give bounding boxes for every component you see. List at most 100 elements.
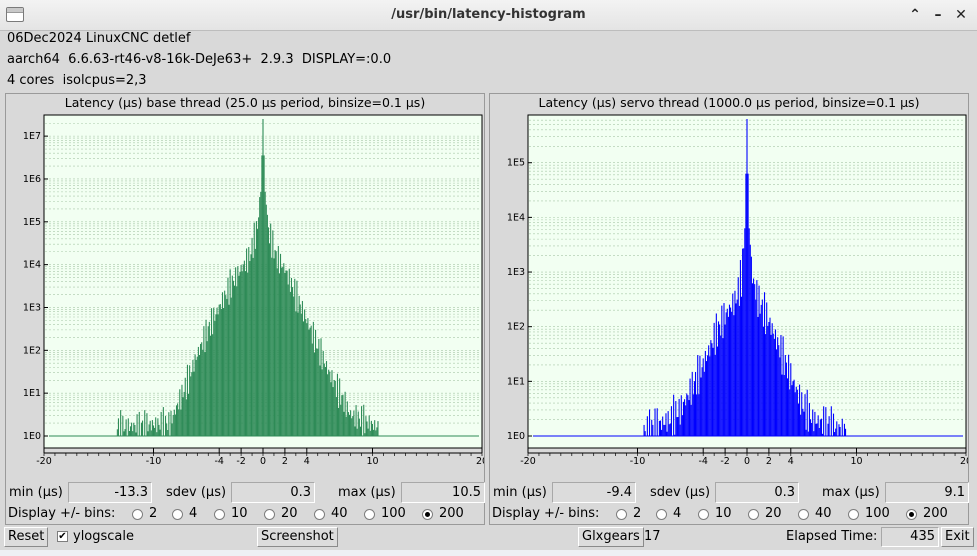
- radio-dot[interactable]: [748, 509, 759, 520]
- radio-label: 10: [715, 506, 732, 521]
- radio-dot-selected[interactable]: [422, 509, 433, 520]
- y-tick-label: 1E4: [23, 260, 41, 271]
- x-tick-label: 2: [282, 456, 288, 467]
- histogram-bar: [373, 429, 375, 436]
- histogram-bar: [144, 410, 146, 436]
- histogram-bar: [717, 321, 720, 436]
- histogram-bar: [809, 419, 812, 436]
- radio-dot[interactable]: [848, 509, 859, 520]
- histogram-bar: [755, 299, 757, 436]
- chevron-up-icon[interactable]: ⌃: [909, 7, 921, 23]
- close-icon[interactable]: ✕: [955, 7, 967, 23]
- histogram-bar: [783, 375, 785, 436]
- x-tick-label: -20: [520, 456, 536, 467]
- histogram-bar: [358, 418, 360, 436]
- glxgears-button[interactable]: Glxgears: [578, 527, 644, 547]
- histogram-bar: [723, 303, 725, 436]
- histogram-bar: [792, 381, 794, 436]
- histogram-bar: [294, 278, 296, 436]
- radio-dot-selected[interactable]: [906, 509, 917, 520]
- min-label: min (µs): [493, 485, 547, 500]
- histogram-bar: [204, 352, 206, 436]
- minimize-icon[interactable]: –: [934, 7, 942, 23]
- y-tick-label: 1E6: [23, 174, 41, 185]
- histogram-bar: [313, 352, 316, 436]
- radio-dot[interactable]: [214, 509, 225, 520]
- histogram-bar: [754, 284, 756, 436]
- histogram-bar: [688, 400, 690, 436]
- histogram-bar: [678, 398, 680, 436]
- histogram-bar: [261, 155, 263, 436]
- y-tick-label: 1E0: [23, 431, 41, 442]
- histogram-bar: [283, 263, 285, 436]
- histogram-bar: [656, 408, 658, 436]
- histogram-bar: [157, 418, 159, 436]
- radio-dot[interactable]: [132, 509, 143, 520]
- radio-dot[interactable]: [656, 509, 667, 520]
- histogram-bar: [375, 430, 377, 436]
- radio-dot[interactable]: [616, 509, 627, 520]
- histogram-bar: [702, 358, 704, 436]
- histogram-bar: [156, 432, 158, 436]
- radio-dot[interactable]: [798, 509, 809, 520]
- ylogscale-checkbox[interactable]: ✔: [57, 531, 68, 542]
- reset-button[interactable]: Reset: [4, 527, 49, 547]
- histogram-bars: [116, 119, 379, 436]
- histogram-bar: [705, 361, 708, 436]
- screenshot-button[interactable]: Screenshot: [257, 527, 338, 547]
- histogram-bar: [195, 359, 197, 436]
- radio-dot[interactable]: [172, 509, 183, 520]
- histogram-bar: [813, 431, 815, 436]
- x-tick-label: -10: [146, 456, 162, 467]
- histogram-bar: [298, 295, 300, 436]
- ylogscale-label: ylogscale: [73, 529, 135, 544]
- histogram-bar: [306, 323, 308, 436]
- histogram-bar: [727, 316, 729, 436]
- histogram-bar: [315, 329, 317, 436]
- histogram-bar: [258, 217, 260, 436]
- histogram-bar: [766, 302, 768, 436]
- histogram-bar: [682, 401, 685, 436]
- histogram-bar: [673, 394, 675, 436]
- histogram-bar: [663, 424, 665, 436]
- histogram-bar: [711, 343, 713, 436]
- histogram-bar: [838, 424, 840, 436]
- y-tick-label: 1E5: [23, 217, 41, 228]
- exit-button[interactable]: Exit: [941, 527, 974, 547]
- histogram-bar: [135, 432, 137, 436]
- histogram-bar: [185, 399, 187, 436]
- histogram-bar: [704, 350, 706, 436]
- histogram-bar: [318, 338, 320, 436]
- histogram-bar: [346, 401, 348, 436]
- histogram-bar: [325, 361, 328, 436]
- histogram-bar: [710, 340, 712, 436]
- histogram-bar: [828, 416, 830, 436]
- radio-dot[interactable]: [314, 509, 325, 520]
- histogram-bar: [830, 406, 832, 436]
- histogram-bar: [225, 295, 227, 436]
- radio-dot[interactable]: [698, 509, 709, 520]
- histogram-bar: [781, 374, 783, 436]
- radio-dot[interactable]: [364, 509, 375, 520]
- histogram-bar: [811, 422, 813, 436]
- window-icon[interactable]: [6, 7, 24, 22]
- radio-dot[interactable]: [264, 509, 275, 520]
- histogram-bar: [725, 312, 727, 436]
- histogram-bar: [714, 354, 716, 436]
- histogram-bar: [701, 367, 703, 436]
- histogram-bar: [749, 244, 751, 436]
- y-tick-label: 1E2: [507, 322, 525, 333]
- histogram-bar: [256, 229, 259, 436]
- histogram-bar: [374, 420, 376, 436]
- histogram-bar: [309, 327, 311, 436]
- histogram-bar: [677, 416, 679, 436]
- histogram-bar: [648, 409, 651, 436]
- histogram-bar: [295, 311, 297, 436]
- histogram-bar: [232, 280, 234, 436]
- histogram-bar: [765, 334, 767, 436]
- histogram-bar: [136, 414, 138, 436]
- histogram-bar: [744, 228, 746, 436]
- histogram-bar: [292, 287, 294, 436]
- histogram-bar: [242, 264, 244, 436]
- histogram-bar: [259, 197, 261, 436]
